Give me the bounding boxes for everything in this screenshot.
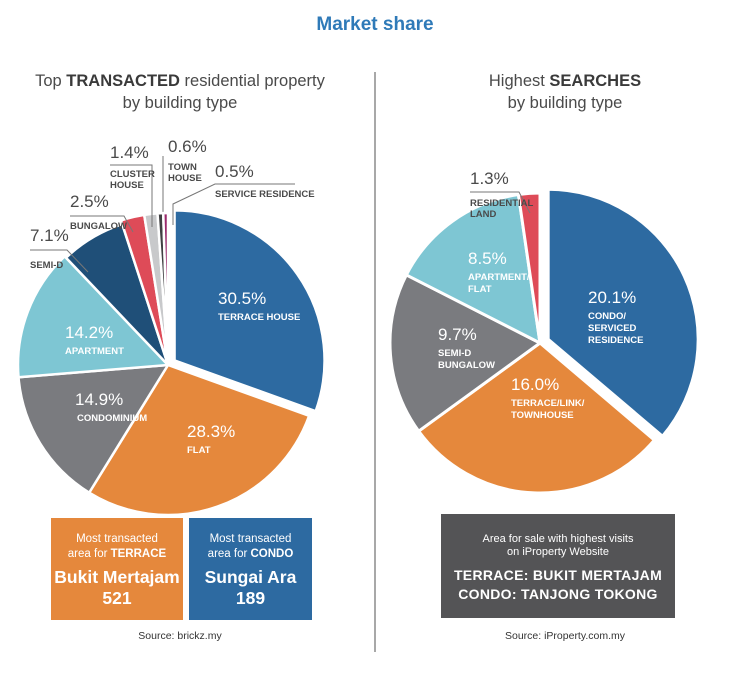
right-subtitle: Highest SEARCHES by building type xyxy=(390,70,740,114)
slice-value-residential-land: 1.3% xyxy=(470,169,509,188)
slice-label-apartment: APARTMENT xyxy=(65,346,124,357)
right-subtitle-pre: Highest xyxy=(488,72,550,90)
slice-label-semi-d-bungalow: BUNGALOW xyxy=(438,360,495,371)
terrace-box-area: Bukit Mertajam xyxy=(54,567,180,587)
slice-label-condo-serviced-residence: SERVICED xyxy=(588,323,637,334)
slice-label-flat: FLAT xyxy=(187,445,211,456)
slice-value-terrace-house: 30.5% xyxy=(218,289,266,308)
leader-line-cluster-house xyxy=(110,164,153,227)
panel-divider xyxy=(374,72,376,652)
left-subtitle-pre: Top xyxy=(35,72,67,90)
slice-value-flat: 28.3% xyxy=(187,422,235,441)
slice-label-condominium: CONDOMINIUM xyxy=(77,413,147,424)
terrace-info-box: Most transacted area for TERRACE Bukit M… xyxy=(51,518,183,620)
left-subtitle-bold: TRANSACTED xyxy=(66,72,180,90)
condo-box-area: Sungai Ara xyxy=(204,567,297,587)
visits-box-line2: on iProperty Website xyxy=(507,546,609,558)
slice-value-cluster-house: 1.4% xyxy=(110,143,149,162)
leader-line-residential-land xyxy=(470,191,531,214)
terrace-box-count: 521 xyxy=(102,588,132,608)
page-title: Market share xyxy=(316,14,434,35)
slice-label-town-house: TOWN xyxy=(168,162,197,173)
visits-box-line4: CONDO: TANJONG TOKONG xyxy=(458,586,658,602)
visits-info-box: Area for sale with highest visits on iPr… xyxy=(441,514,675,618)
slice-label-condo-serviced-residence: RESIDENCE xyxy=(588,335,643,346)
pie-slice-apartment-flat xyxy=(404,192,542,346)
slice-label-semi-d: SEMI-D xyxy=(30,260,63,271)
slice-label-cluster-house: CLUSTER xyxy=(110,169,155,180)
left-subtitle-line2: by building type xyxy=(122,94,238,112)
leader-line-bungalow xyxy=(70,215,134,233)
slice-label-apartment-flat: FLAT xyxy=(468,284,492,295)
slice-label-apartment-flat: APARTMENT/ xyxy=(468,272,530,283)
slice-value-bungalow: 2.5% xyxy=(70,192,109,211)
right-subtitle-line2: by building type xyxy=(507,94,623,112)
leader-line-semi-d xyxy=(30,249,89,273)
condo-box-line2-pre: area for xyxy=(207,548,251,560)
slice-label-condo-serviced-residence: CONDO/ xyxy=(588,311,626,322)
slice-label-service-residence: SERVICE RESIDENCE xyxy=(215,189,315,200)
slice-value-semi-d: 7.1% xyxy=(30,226,69,245)
slice-value-condo-serviced-residence: 20.1% xyxy=(588,288,636,307)
slice-label-terrace-house: TERRACE HOUSE xyxy=(218,312,300,323)
slice-label-cluster-house: HOUSE xyxy=(110,180,144,191)
terrace-box-line2-pre: area for xyxy=(67,548,111,560)
slice-label-residential-land: RESIDENTIAL xyxy=(470,198,534,209)
right-source: Source: iProperty.com.my xyxy=(504,630,625,642)
pie-slice-apartment xyxy=(16,254,171,379)
pie-slice-semi-d-bungalow xyxy=(388,272,543,434)
terrace-box-line1: Most transacted xyxy=(76,533,158,545)
left-source: Source: brickz.my xyxy=(138,630,222,642)
slice-value-town-house: 0.6% xyxy=(168,137,207,156)
slice-label-residential-land: LAND xyxy=(470,209,497,220)
terrace-box-line2-bold: TERRACE xyxy=(110,548,167,560)
visits-box-line1: Area for sale with highest visits xyxy=(482,533,634,545)
slice-label-terrace-link-townhouse: TERRACE/LINK/ xyxy=(511,398,585,409)
slice-value-terrace-link-townhouse: 16.0% xyxy=(511,375,559,394)
pie-slice-condo-serviced-residence xyxy=(546,187,700,439)
condo-box-line1: Most transacted xyxy=(209,533,292,545)
pie-slice-terrace-house xyxy=(173,209,326,413)
slice-label-semi-d-bungalow: SEMI-D xyxy=(438,348,471,359)
slice-label-bungalow: BUNGALOW xyxy=(70,221,127,232)
slice-label-terrace-link-townhouse: TOWNHOUSE xyxy=(511,410,574,421)
slice-value-apartment: 14.2% xyxy=(65,323,113,342)
right-subtitle-bold: SEARCHES xyxy=(549,72,642,90)
pie-slice-service-residence xyxy=(161,211,170,366)
condo-box-line2-bold: CONDO xyxy=(250,548,294,560)
pie-slice-flat xyxy=(87,363,311,517)
slice-value-service-residence: 0.5% xyxy=(215,162,254,181)
slice-value-semi-d-bungalow: 9.7% xyxy=(438,325,477,344)
visits-box-line3: TERRACE: BUKIT MERTAJAM xyxy=(453,567,663,583)
condo-box-line2: area for CONDO xyxy=(189,547,312,562)
slice-label-town-house: HOUSE xyxy=(168,173,202,184)
slice-value-condominium: 14.9% xyxy=(75,390,123,409)
left-subtitle: Top TRANSACTED residential property by b… xyxy=(0,70,360,114)
left-subtitle-post: residential property xyxy=(179,72,325,90)
pie-slice-condominium xyxy=(17,363,171,495)
pie-slice-residential-land xyxy=(516,191,542,344)
pie-slice-terrace-link-townhouse xyxy=(416,341,657,495)
slice-value-apartment-flat: 8.5% xyxy=(468,249,507,268)
terrace-box-line2: area for TERRACE xyxy=(51,547,183,562)
condo-box-count: 189 xyxy=(235,588,266,608)
condo-info-box: Most transacted area for CONDO Sungai Ar… xyxy=(189,518,312,620)
leader-line-service-residence xyxy=(172,183,295,225)
